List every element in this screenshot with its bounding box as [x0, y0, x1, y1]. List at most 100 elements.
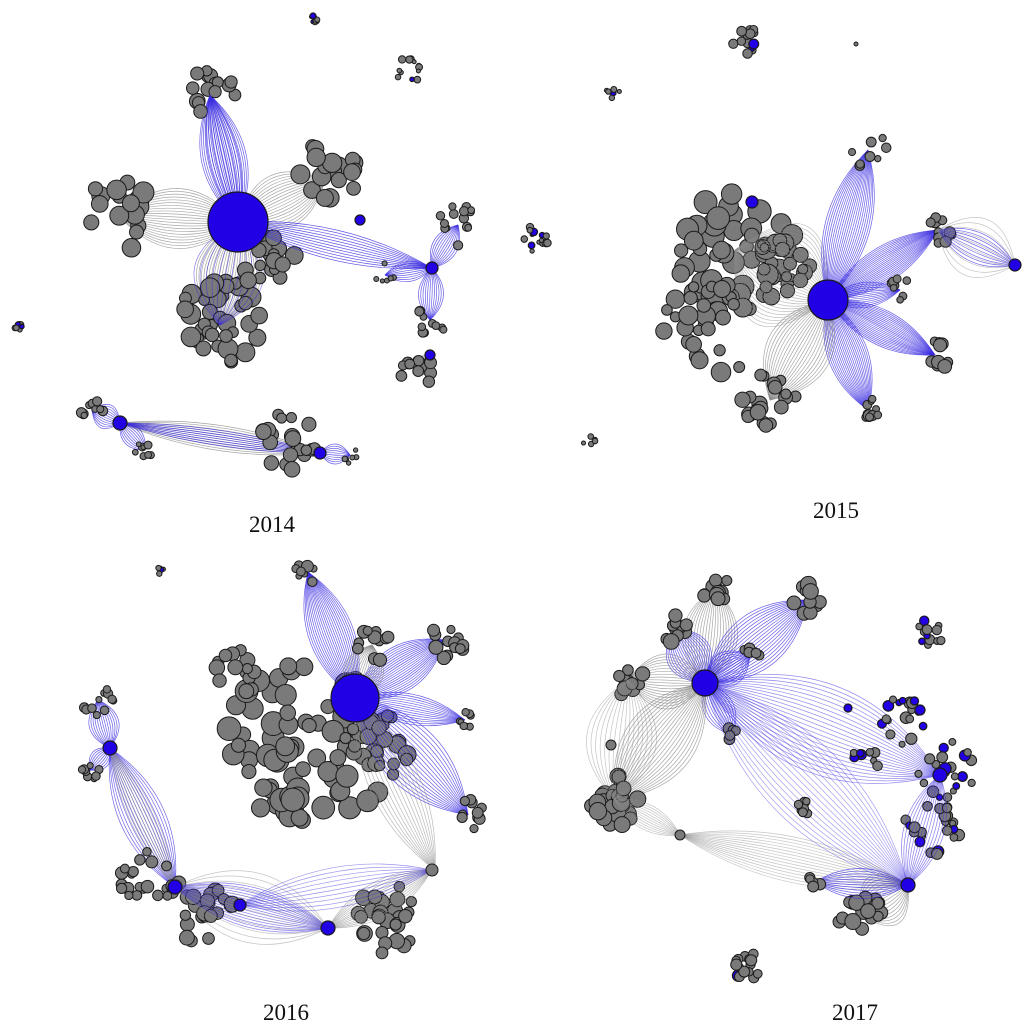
node — [295, 761, 311, 778]
hub-node — [102, 740, 118, 756]
hub-node — [914, 704, 926, 716]
node — [662, 633, 680, 650]
node — [107, 694, 117, 704]
node — [204, 327, 220, 343]
node — [436, 650, 452, 666]
node — [307, 748, 327, 768]
node — [767, 379, 783, 395]
node — [881, 714, 891, 724]
hub-node — [309, 12, 317, 20]
node — [456, 811, 468, 824]
hub-node — [745, 195, 759, 209]
node — [902, 276, 912, 285]
node — [274, 683, 297, 707]
node — [395, 370, 408, 382]
node — [905, 714, 915, 724]
edge — [704, 682, 941, 776]
edge — [586, 679, 629, 801]
node — [179, 909, 192, 921]
edge — [937, 226, 1016, 266]
node — [145, 855, 159, 869]
node — [129, 224, 145, 240]
node — [80, 411, 88, 419]
edge — [704, 682, 941, 776]
node — [898, 740, 906, 748]
node — [95, 696, 103, 704]
node — [459, 721, 469, 731]
edge — [614, 799, 681, 836]
edge — [704, 682, 909, 886]
node — [446, 624, 456, 635]
edge — [174, 886, 329, 931]
edge — [937, 229, 1016, 266]
edge — [937, 229, 1016, 269]
node — [276, 412, 288, 424]
node — [339, 731, 352, 745]
node — [224, 75, 238, 89]
node — [773, 399, 789, 415]
edge — [614, 799, 681, 836]
node — [199, 277, 221, 298]
node — [352, 447, 359, 453]
node — [807, 880, 820, 893]
node — [529, 248, 535, 254]
node — [792, 272, 809, 289]
node — [397, 55, 407, 64]
node — [341, 455, 349, 463]
edge — [937, 222, 1016, 266]
hub-node — [691, 669, 719, 697]
node — [12, 324, 20, 332]
edge — [907, 774, 941, 886]
node — [892, 274, 902, 284]
node — [263, 455, 280, 471]
edge — [109, 747, 176, 888]
node — [710, 361, 732, 383]
node — [678, 305, 699, 326]
node — [467, 206, 476, 215]
edge — [907, 774, 947, 886]
edge — [614, 679, 629, 801]
edge — [384, 267, 433, 276]
edge — [814, 876, 909, 886]
edge — [907, 774, 941, 886]
edge — [174, 886, 329, 933]
node — [538, 237, 545, 243]
node — [87, 703, 97, 714]
node — [610, 85, 618, 93]
node — [758, 418, 774, 433]
node — [779, 283, 796, 299]
edge — [734, 249, 829, 327]
edge — [614, 799, 681, 836]
node — [212, 673, 227, 688]
node — [140, 879, 155, 894]
edge — [679, 834, 909, 886]
node — [655, 322, 673, 340]
edge — [937, 229, 1016, 266]
hub-node — [900, 877, 916, 893]
node — [345, 460, 352, 466]
edge — [109, 747, 176, 888]
edge — [704, 682, 909, 886]
edge — [907, 774, 941, 886]
hub-node — [957, 771, 968, 782]
edge — [937, 229, 1016, 278]
edge — [174, 886, 329, 945]
edge — [937, 227, 1016, 266]
edge — [109, 747, 177, 888]
edge — [239, 869, 433, 906]
node — [414, 306, 425, 317]
node — [134, 854, 146, 866]
edge — [614, 682, 706, 801]
node — [86, 761, 94, 770]
edge — [239, 866, 433, 906]
node — [241, 663, 253, 675]
edge — [679, 834, 909, 886]
node — [543, 238, 552, 248]
node — [683, 290, 698, 305]
edge — [704, 681, 941, 776]
node — [734, 391, 751, 408]
node — [728, 38, 739, 49]
node — [750, 647, 762, 659]
node — [283, 461, 301, 478]
node — [454, 643, 466, 654]
